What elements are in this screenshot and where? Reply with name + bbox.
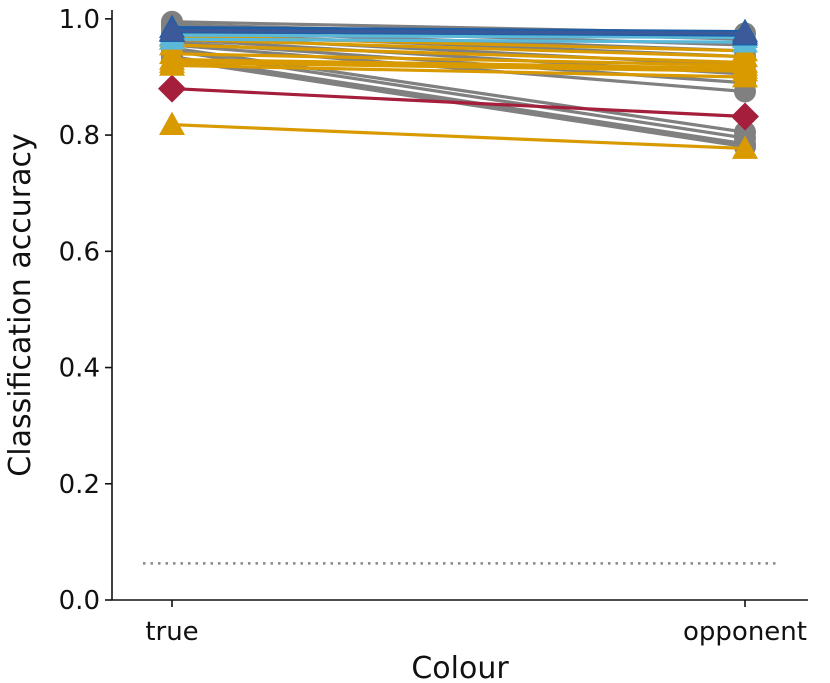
series-line <box>170 37 747 44</box>
series-20 <box>159 52 758 88</box>
series-layer <box>158 10 759 159</box>
data-point <box>732 63 758 88</box>
series-line <box>170 123 747 151</box>
series-13 <box>158 74 759 131</box>
series-line <box>170 63 747 79</box>
data-point <box>732 20 758 44</box>
x-tick-label: true <box>145 617 198 647</box>
y-tick-label: 0.2 <box>59 470 100 500</box>
y-tick-label: 0.0 <box>59 586 100 616</box>
series-line <box>170 60 747 73</box>
x-axis-title: Colour <box>411 651 509 683</box>
x-tick-label: opponent <box>683 617 807 647</box>
data-point <box>731 102 759 131</box>
series-26 <box>159 17 758 44</box>
x-ticks: true opponent <box>145 600 807 647</box>
series-line <box>170 55 747 146</box>
series-21 <box>159 111 758 159</box>
series-line <box>170 52 747 67</box>
y-tick-label: 1.0 <box>59 5 100 35</box>
data-point <box>159 17 185 41</box>
series-line <box>170 86 747 119</box>
data-point <box>158 74 186 103</box>
y-tick-label: 0.8 <box>59 121 100 151</box>
y-axis-title: Classification accuracy <box>3 133 38 476</box>
data-point <box>732 135 758 159</box>
y-tick-label: 0.6 <box>59 237 100 267</box>
series-line <box>170 28 747 35</box>
data-point <box>159 111 185 136</box>
y-tick-label: 0.4 <box>59 354 100 384</box>
data-point <box>159 52 185 76</box>
series-line <box>170 43 747 65</box>
y-ticks: 0.0 0.2 0.4 0.6 0.8 1.0 <box>59 5 112 616</box>
series-line <box>170 57 747 70</box>
series-line <box>170 33 747 40</box>
series-line <box>170 25 747 34</box>
series-line <box>170 37 747 59</box>
